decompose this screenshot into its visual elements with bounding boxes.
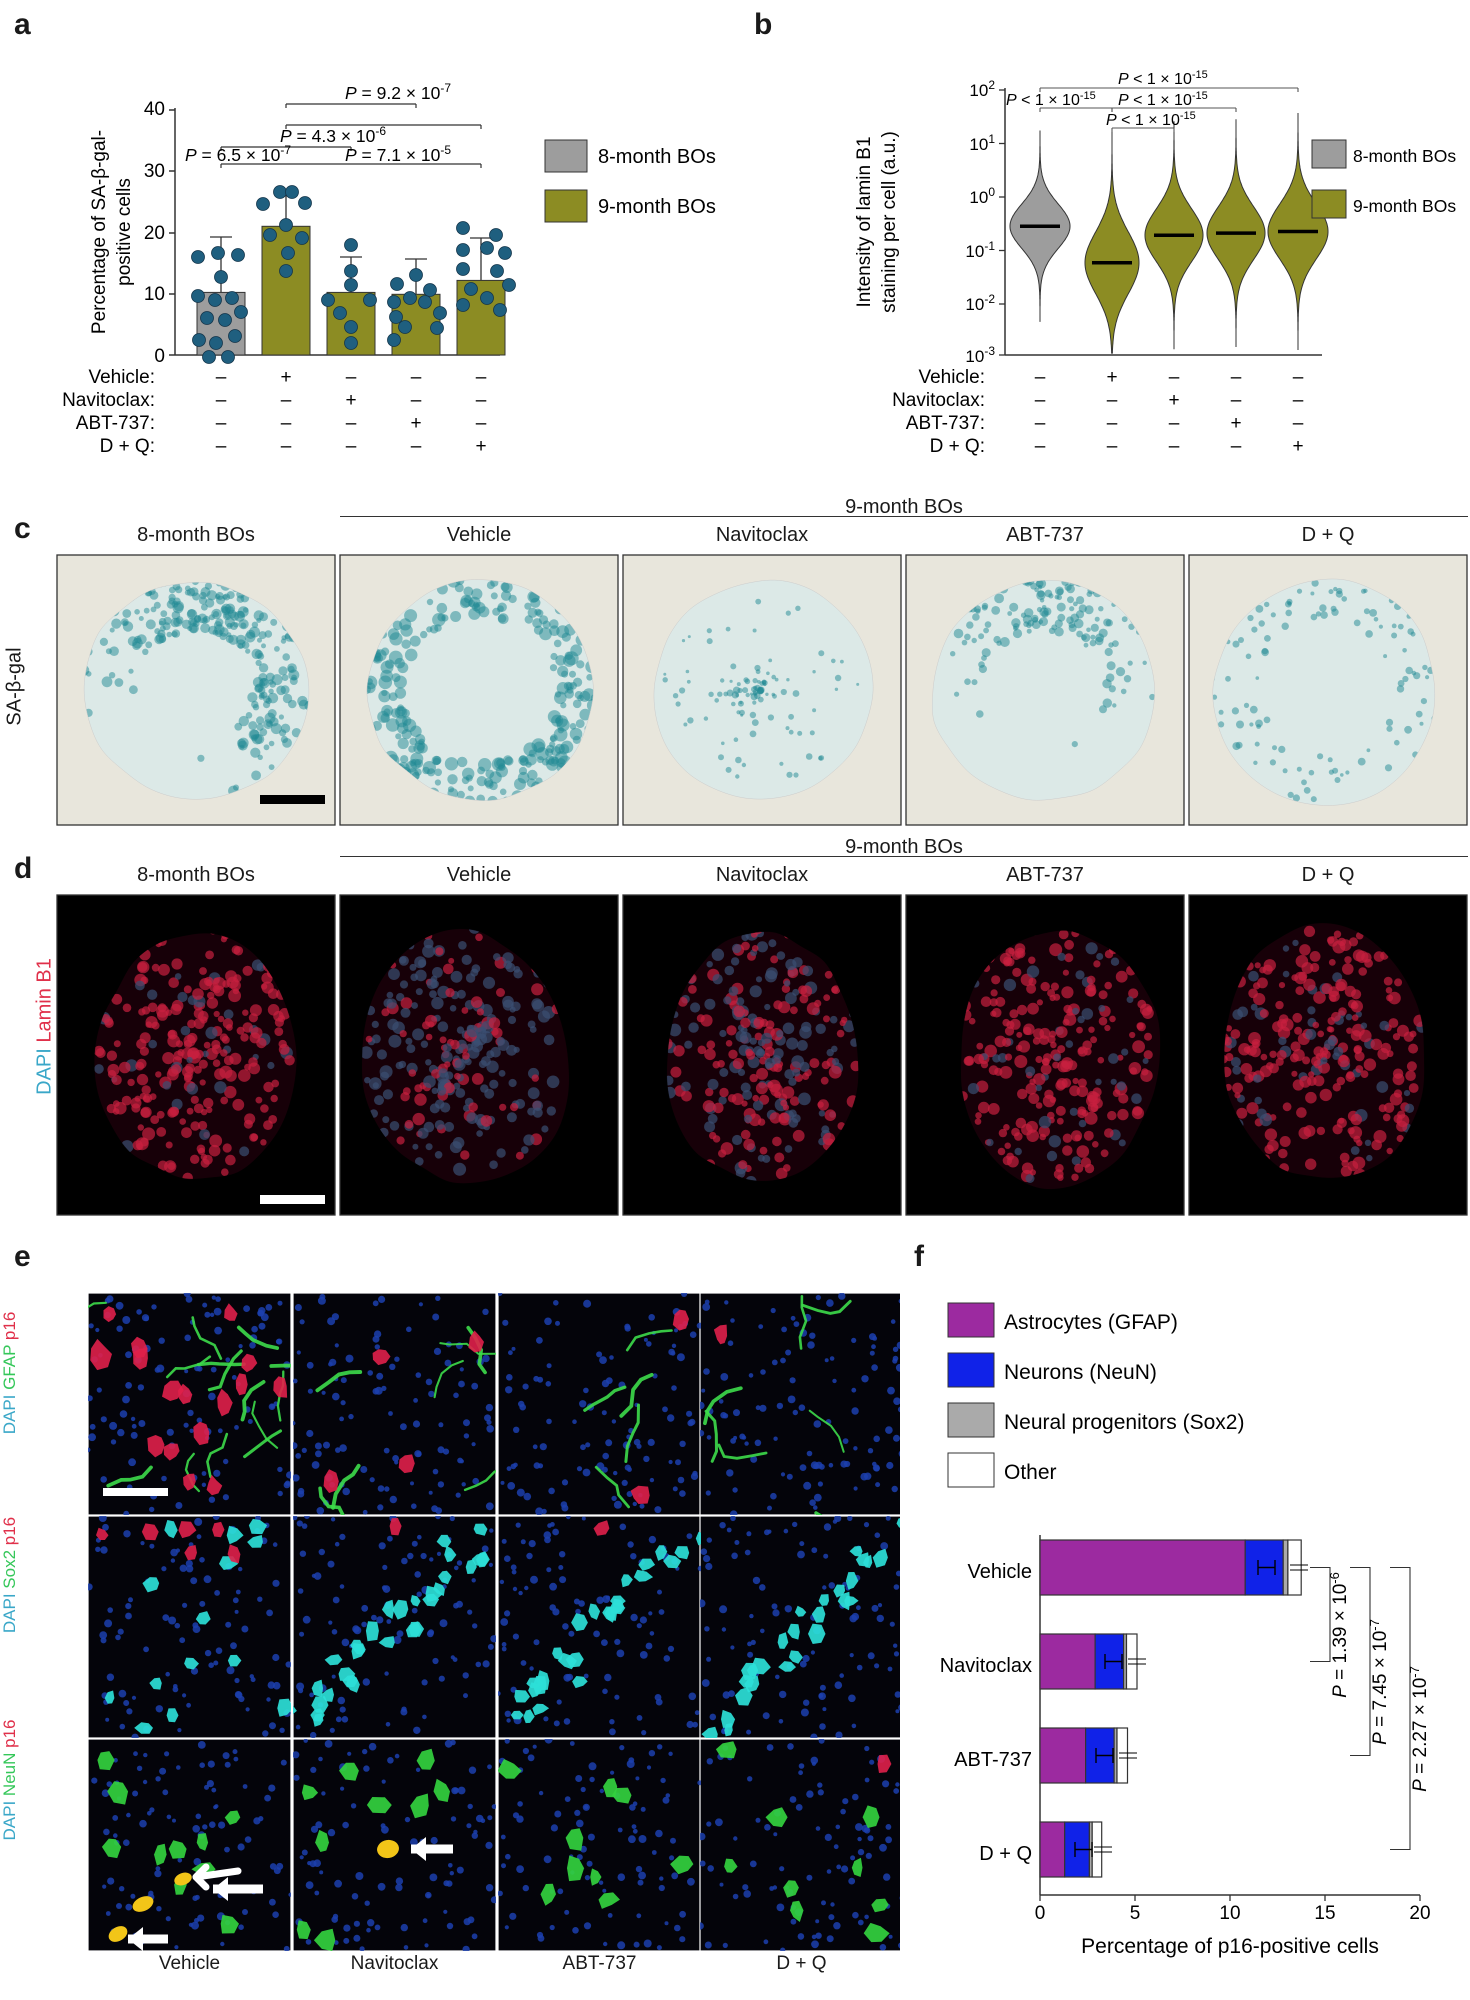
svg-text:+: + bbox=[345, 390, 356, 411]
svg-text:0: 0 bbox=[1035, 1903, 1046, 1924]
svg-text:Intensity of lamin B1: Intensity of lamin B1 bbox=[854, 136, 875, 307]
svg-text:–: – bbox=[411, 367, 422, 388]
svg-text:101: 101 bbox=[969, 132, 995, 154]
svg-text:–: – bbox=[1231, 367, 1242, 388]
svg-text:Percentage of p16-positive cel: Percentage of p16-positive cells bbox=[1081, 1935, 1379, 1958]
svg-text:–: – bbox=[1231, 390, 1242, 411]
svg-text:–: – bbox=[281, 413, 292, 434]
svg-text:–: – bbox=[1035, 367, 1046, 388]
svg-text:+: + bbox=[410, 413, 421, 434]
svg-text:D + Q: D + Q bbox=[979, 1843, 1032, 1865]
svg-text:P = 9.2 × 10-7: P = 9.2 × 10-7 bbox=[345, 81, 451, 103]
svg-text:Vehicle:: Vehicle: bbox=[88, 367, 155, 388]
svg-text:–: – bbox=[216, 390, 227, 411]
svg-text:P = 4.3 × 10-6: P = 4.3 × 10-6 bbox=[280, 124, 386, 146]
svg-text:–: – bbox=[411, 436, 422, 457]
svg-text:+: + bbox=[1106, 367, 1117, 388]
svg-text:Vehicle: Vehicle bbox=[968, 1561, 1033, 1583]
svg-text:ABT-737: ABT-737 bbox=[954, 1749, 1032, 1771]
svg-text:ABT-737:: ABT-737: bbox=[76, 413, 155, 434]
svg-text:–: – bbox=[1035, 390, 1046, 411]
svg-text:9-month BOs: 9-month BOs bbox=[1353, 196, 1456, 216]
svg-text:–: – bbox=[216, 413, 227, 434]
svg-text:–: – bbox=[411, 390, 422, 411]
svg-text:–: – bbox=[346, 367, 357, 388]
svg-text:20: 20 bbox=[1409, 1903, 1430, 1924]
svg-text:102: 102 bbox=[969, 78, 995, 100]
svg-text:–: – bbox=[346, 413, 357, 434]
svg-text:–: – bbox=[1107, 436, 1118, 457]
svg-text:+: + bbox=[1230, 413, 1241, 434]
svg-text:8-month BOs: 8-month BOs bbox=[598, 146, 716, 168]
svg-text:+: + bbox=[475, 436, 486, 457]
svg-text:–: – bbox=[476, 413, 487, 434]
svg-text:P = 6.5 × 10-7: P = 6.5 × 10-7 bbox=[185, 143, 291, 165]
svg-text:9-month BOs: 9-month BOs bbox=[598, 196, 716, 218]
svg-text:P < 1 × 10-15: P < 1 × 10-15 bbox=[1118, 90, 1208, 109]
svg-text:–: – bbox=[1035, 436, 1046, 457]
svg-text:–: – bbox=[1035, 413, 1046, 434]
svg-text:40: 40 bbox=[144, 99, 165, 120]
svg-text:D + Q:: D + Q: bbox=[100, 436, 155, 457]
svg-text:+: + bbox=[280, 367, 291, 388]
svg-text:10-3: 10-3 bbox=[965, 344, 995, 366]
svg-text:Navitoclax:: Navitoclax: bbox=[892, 390, 985, 411]
svg-text:10-2: 10-2 bbox=[965, 292, 995, 314]
svg-text:ABT-737:: ABT-737: bbox=[906, 413, 985, 434]
svg-text:–: – bbox=[281, 390, 292, 411]
svg-text:Neural progenitors (Sox2): Neural progenitors (Sox2) bbox=[1004, 1411, 1244, 1434]
svg-text:–: – bbox=[1293, 390, 1304, 411]
svg-text:15: 15 bbox=[1314, 1903, 1335, 1924]
svg-text:P = 7.45 × 10-7: P = 7.45 × 10-7 bbox=[1367, 1619, 1392, 1745]
svg-text:10: 10 bbox=[1219, 1903, 1240, 1924]
svg-text:30: 30 bbox=[144, 161, 165, 182]
svg-text:staining per cell (a.u.): staining per cell (a.u.) bbox=[879, 131, 900, 313]
svg-text:P < 1 × 10-15: P < 1 × 10-15 bbox=[1006, 90, 1096, 109]
svg-text:D + Q:: D + Q: bbox=[930, 436, 985, 457]
svg-text:P = 1.39 × 10-6: P = 1.39 × 10-6 bbox=[1327, 1572, 1352, 1698]
svg-text:Neurons (NeuN): Neurons (NeuN) bbox=[1004, 1361, 1157, 1384]
svg-text:–: – bbox=[1169, 367, 1180, 388]
svg-text:0: 0 bbox=[154, 346, 165, 367]
svg-text:–: – bbox=[1293, 413, 1304, 434]
svg-text:–: – bbox=[476, 367, 487, 388]
svg-text:–: – bbox=[1293, 367, 1304, 388]
svg-text:Percentage of SA-β-gal-: Percentage of SA-β-gal- bbox=[89, 130, 110, 334]
svg-text:–: – bbox=[1107, 413, 1118, 434]
svg-text:10-1: 10-1 bbox=[965, 239, 995, 261]
svg-text:10: 10 bbox=[144, 284, 165, 305]
svg-text:100: 100 bbox=[969, 185, 995, 207]
svg-text:–: – bbox=[1231, 436, 1242, 457]
svg-text:–: – bbox=[1107, 390, 1118, 411]
svg-text:–: – bbox=[1169, 436, 1180, 457]
svg-text:Other: Other bbox=[1004, 1461, 1057, 1484]
svg-text:+: + bbox=[1292, 436, 1303, 457]
svg-text:8-month BOs: 8-month BOs bbox=[1353, 146, 1456, 166]
svg-text:P < 1 × 10-15: P < 1 × 10-15 bbox=[1106, 110, 1196, 129]
svg-text:P = 7.1 × 10-5: P = 7.1 × 10-5 bbox=[345, 143, 451, 165]
svg-text:Astrocytes (GFAP): Astrocytes (GFAP) bbox=[1004, 1311, 1178, 1334]
svg-text:P < 1 × 10-15: P < 1 × 10-15 bbox=[1118, 69, 1208, 88]
svg-text:–: – bbox=[281, 436, 292, 457]
svg-text:Navitoclax:: Navitoclax: bbox=[62, 390, 155, 411]
svg-text:5: 5 bbox=[1130, 1903, 1141, 1924]
svg-text:20: 20 bbox=[144, 223, 165, 244]
svg-text:+: + bbox=[1168, 390, 1179, 411]
svg-text:Vehicle:: Vehicle: bbox=[918, 367, 985, 388]
svg-text:–: – bbox=[1169, 413, 1180, 434]
svg-text:P = 2.27 × 10-7: P = 2.27 × 10-7 bbox=[1407, 1666, 1432, 1792]
svg-text:–: – bbox=[346, 436, 357, 457]
svg-text:–: – bbox=[216, 436, 227, 457]
svg-text:–: – bbox=[476, 390, 487, 411]
svg-text:–: – bbox=[216, 367, 227, 388]
svg-text:positive cells: positive cells bbox=[114, 178, 135, 286]
svg-text:Navitoclax: Navitoclax bbox=[940, 1655, 1032, 1677]
